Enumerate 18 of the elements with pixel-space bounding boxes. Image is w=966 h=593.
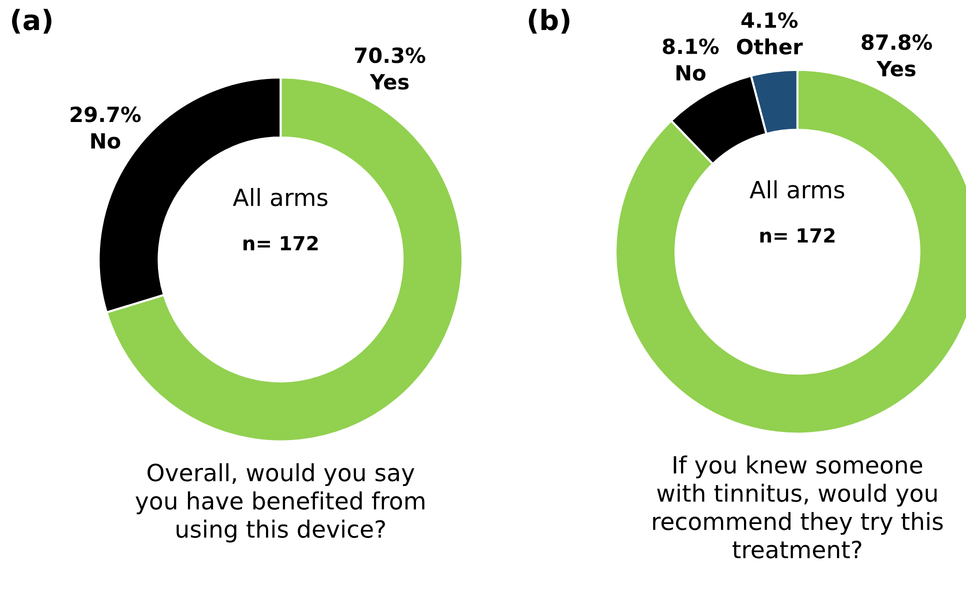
data-label: 4.1% bbox=[741, 12, 798, 28]
text: All arms bbox=[750, 180, 844, 199]
text: All arms bbox=[232, 188, 328, 206]
text: n= 172 bbox=[760, 228, 834, 243]
chart-title: (b) bbox=[528, 8, 570, 34]
data-label: 87.8% bbox=[862, 34, 932, 50]
text: If you knew someone with tinnitus, would you recommend they try this treatment? bbox=[653, 455, 943, 558]
data-label: 29.7% bbox=[70, 106, 141, 122]
text: n= 172 bbox=[244, 236, 318, 250]
slice-label: Yes bbox=[370, 74, 409, 90]
slice-label: No bbox=[676, 65, 706, 81]
chart-title: (a) bbox=[12, 8, 52, 34]
slice-label: Other bbox=[736, 38, 803, 55]
data-label: 8.1% bbox=[662, 38, 719, 54]
slice-label: No bbox=[91, 133, 120, 149]
text: Overall, would you say you have benefited from using this device? bbox=[136, 463, 424, 543]
data-label: 70.3% bbox=[355, 47, 426, 64]
slice-label: Yes bbox=[876, 61, 916, 76]
